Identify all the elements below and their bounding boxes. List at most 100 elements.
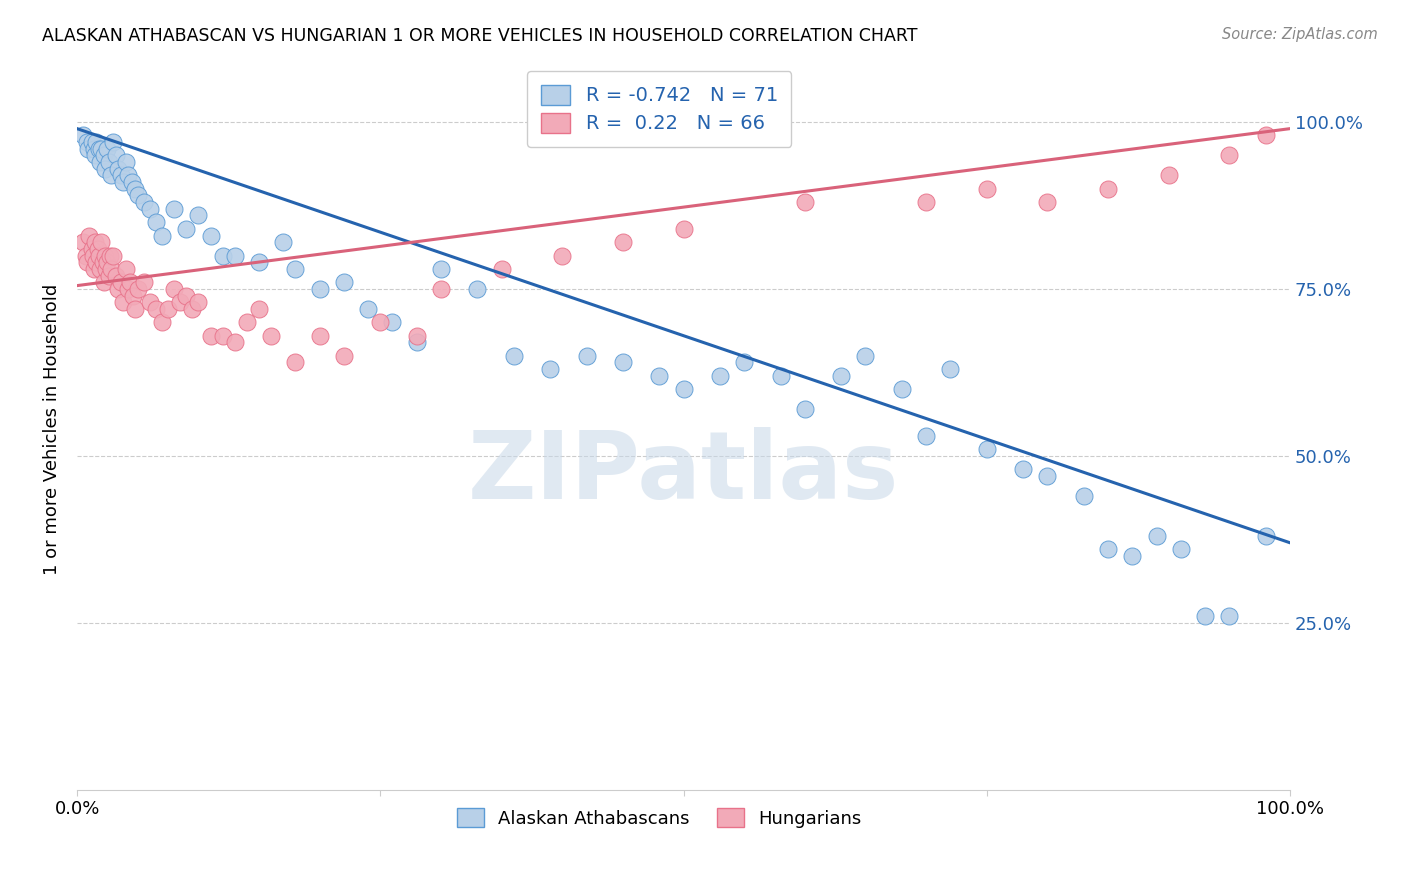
Point [181,301,204,316]
Point [169,295,191,310]
Point [174,288,197,302]
Point [84,148,107,162]
Point [87,248,110,262]
Point [107,161,129,176]
Point [551,248,574,262]
Point [103,248,125,262]
Point [96,142,118,156]
Point [830,368,852,383]
Point [1012,462,1035,476]
Point [98,248,121,262]
Point [107,282,129,296]
Point [90,142,112,156]
Point [976,182,998,196]
Point [890,382,912,396]
Point [77,228,100,243]
Point [1218,609,1240,624]
Point [117,282,139,296]
Point [855,349,877,363]
Point [114,155,136,169]
Point [915,195,938,210]
Point [271,235,294,250]
Point [75,248,97,262]
Point [84,235,107,250]
Point [1194,609,1216,624]
Point [97,268,120,283]
Point [124,301,146,316]
Point [1157,169,1180,183]
Point [157,301,180,316]
Point [1146,529,1168,543]
Point [127,282,149,296]
Point [612,235,634,250]
Point [122,288,145,302]
Point [76,135,98,149]
Point [793,402,815,417]
Point [200,328,222,343]
Point [86,255,108,269]
Point [284,261,307,276]
Point [915,429,938,443]
Point [793,195,815,210]
Point [211,248,233,262]
Point [93,148,115,162]
Text: ZIPatlas: ZIPatlas [468,426,900,518]
Point [100,261,122,276]
Point [709,368,731,383]
Point [405,335,427,350]
Point [90,235,112,250]
Point [96,261,118,276]
Point [1254,529,1277,543]
Point [260,328,283,343]
Point [502,349,524,363]
Text: Source: ZipAtlas.com: Source: ZipAtlas.com [1222,27,1378,42]
Point [430,261,453,276]
Point [1073,489,1095,503]
Point [211,328,233,343]
Point [1218,148,1240,162]
Point [1121,549,1143,563]
Point [72,128,94,143]
Point [97,155,120,169]
Point [308,282,330,296]
Point [139,202,162,216]
Point [467,282,489,296]
Point [284,355,307,369]
Point [976,442,998,457]
Point [769,368,792,383]
Point [538,362,561,376]
Point [112,295,135,310]
Point [104,268,127,283]
Point [308,328,330,343]
Point [89,155,111,169]
Point [132,275,155,289]
Point [132,195,155,210]
Point [103,135,125,149]
Point [405,328,427,343]
Point [91,255,114,269]
Point [145,301,167,316]
Point [672,222,695,236]
Point [333,275,356,289]
Point [1036,469,1059,483]
Point [200,228,222,243]
Point [1097,542,1119,557]
Point [139,295,162,310]
Point [87,142,110,156]
Point [236,315,259,329]
Point [174,222,197,236]
Y-axis label: 1 or more Vehicles in Household: 1 or more Vehicles in Household [44,284,60,574]
Point [187,295,209,310]
Point [83,261,105,276]
Point [80,242,103,256]
Point [430,282,453,296]
Point [94,161,117,176]
Point [72,235,94,250]
Point [672,382,695,396]
Point [1254,128,1277,143]
Point [100,169,122,183]
Point [370,315,392,329]
Point [163,282,186,296]
Point [114,261,136,276]
Point [89,261,111,276]
